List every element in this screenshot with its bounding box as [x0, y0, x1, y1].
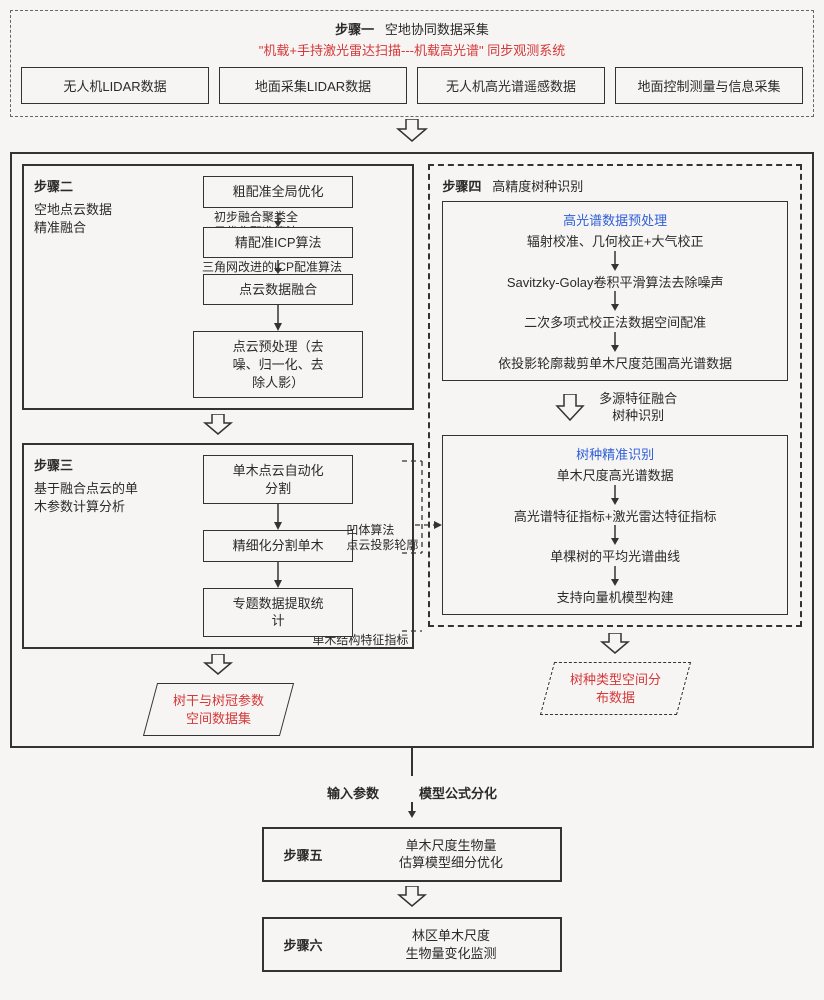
step3-sub: 基于融合点云的单 木参数计算分析: [34, 480, 144, 515]
step3-label: 步骤三: [34, 455, 144, 474]
step4-title: 高精度树种识别: [492, 179, 583, 194]
arrow-down-icon: [10, 748, 814, 779]
step6-box: 步骤六 林区单木尺度 生物量变化监测: [262, 917, 562, 972]
arrow-down-icon: [609, 251, 621, 271]
output-right-wrap: 树种类型空间分 布数据: [428, 662, 802, 715]
bridge-left: 输入参数: [327, 783, 379, 802]
arrow-down-icon: [272, 504, 284, 530]
bridge-labels: 输入参数 模型公式分化: [10, 783, 814, 802]
step3-n2: 精细化分割单木: [203, 530, 353, 562]
step3-n3: 专题数据提取统 计: [203, 588, 353, 637]
step2-n1: 粗配准全局优化: [203, 176, 353, 208]
arrow-down-icon: [10, 119, 814, 146]
step4-s1a: 辐射校准、几何校正+大气校正: [449, 233, 781, 251]
step1-label: 步骤一: [335, 22, 374, 37]
arrow-down-icon: [272, 213, 284, 227]
step1-cell: 地面控制测量与信息采集: [615, 67, 803, 104]
step1-cell: 地面采集LIDAR数据: [219, 67, 407, 104]
step4-s1d: 依投影轮廓裁剪单木尺度范围高光谱数据: [449, 355, 781, 373]
step4-sec2-title: 树种精准识别: [449, 444, 781, 463]
step5-text: 单木尺度生物量 估算模型细分优化: [342, 829, 560, 880]
arrow-down-icon: [10, 886, 814, 911]
arrow-down-icon: [272, 260, 284, 274]
step5-box: 步骤五 单木尺度生物量 估算模型细分优化: [262, 827, 562, 882]
step4-s2b: 高光谱特征指标+激光雷达特征指标: [449, 508, 781, 526]
step5-label: 步骤五: [264, 829, 342, 880]
arrow-down-icon: [22, 414, 414, 439]
step1-container: 步骤一 空地协同数据采集 "机载+手持激光雷达扫描---机载高光谱" 同步观测系…: [10, 10, 814, 117]
main-container: 步骤二 空地点云数据 精准融合 粗配准全局优化 初步融合聚类全 局优化配准算法 …: [10, 152, 814, 748]
step2-box: 步骤二 空地点云数据 精准融合 粗配准全局优化 初步融合聚类全 局优化配准算法 …: [22, 164, 414, 410]
step1-title-text: 空地协同数据采集: [385, 22, 489, 37]
arrow-down-icon: [609, 291, 621, 311]
output-left: 树干与树冠参数 空间数据集: [143, 683, 294, 736]
step2-n2: 精配准ICP算法: [203, 227, 353, 259]
arrow-down-icon: [609, 485, 621, 505]
step4-s2a: 单木尺度高光谱数据: [449, 467, 781, 485]
step4-label: 步骤四: [442, 179, 481, 194]
step4-s2c: 单棵树的平均光谱曲线: [449, 548, 781, 566]
step6-text: 林区单木尺度 生物量变化监测: [342, 919, 560, 970]
step1-title: 步骤一 空地协同数据采集: [21, 19, 803, 38]
step2-n4: 点云预处理（去 噪、归一化、去 除人影）: [193, 331, 363, 398]
arrow-down-icon: [272, 305, 284, 331]
step1-cell: 无人机高光谱遥感数据: [417, 67, 605, 104]
step4-sec1-title: 高光谱数据预处理: [449, 210, 781, 229]
dash-arrow-right-icon: [415, 518, 443, 532]
arrow-down-icon: [609, 332, 621, 352]
arrow-down-icon: [272, 562, 284, 588]
step3-n1: 单木点云自动化 分割: [203, 455, 353, 504]
arrow-down-icon: [428, 633, 802, 658]
output-right: 树种类型空间分 布数据: [540, 662, 691, 715]
step4-s1c: 二次多项式校正法数据空间配准: [449, 314, 781, 332]
step4-s2d: 支持向量机模型构建: [449, 589, 781, 607]
step2-n3: 点云数据融合: [203, 274, 353, 306]
step4-s1b: Savitzky-Golay卷积平滑算法去除噪声: [449, 274, 781, 292]
step2-label: 步骤二: [34, 176, 144, 195]
step4-box: 步骤四 高精度树种识别 高光谱数据预处理 辐射校准、几何校正+大气校正 Savi…: [428, 164, 802, 627]
step4-sec2: 树种精准识别 单木尺度高光谱数据 高光谱特征指标+激光雷达特征指标 单棵树的平均…: [442, 435, 788, 615]
step4-midnote: 多源特征融合 树种识别: [599, 391, 677, 425]
step4-sec1: 高光谱数据预处理 辐射校准、几何校正+大气校正 Savitzky-Golay卷积…: [442, 201, 788, 381]
dash-connector-icon: [402, 453, 426, 643]
step3-box: 步骤三 基于融合点云的单 木参数计算分析 单木点云自动化 分割 精细化分割单木 …: [22, 443, 414, 649]
arrow-down-icon: [609, 525, 621, 545]
step2-sub: 空地点云数据 精准融合: [34, 201, 144, 236]
bridge-right: 模型公式分化: [419, 783, 497, 802]
arrow-down-icon: [22, 654, 414, 679]
step1-row: 无人机LIDAR数据 地面采集LIDAR数据 无人机高光谱遥感数据 地面控制测量…: [21, 67, 803, 104]
arrow-down-icon: [609, 566, 621, 586]
step1-subtitle: "机载+手持激光雷达扫描---机载高光谱" 同步观测系统: [21, 40, 803, 59]
arrow-down-icon: [10, 802, 814, 821]
step6-label: 步骤六: [264, 919, 342, 970]
output-left-wrap: 树干与树冠参数 空间数据集: [22, 683, 414, 736]
arrow-down-icon: [553, 394, 587, 422]
step1-cell: 无人机LIDAR数据: [21, 67, 209, 104]
